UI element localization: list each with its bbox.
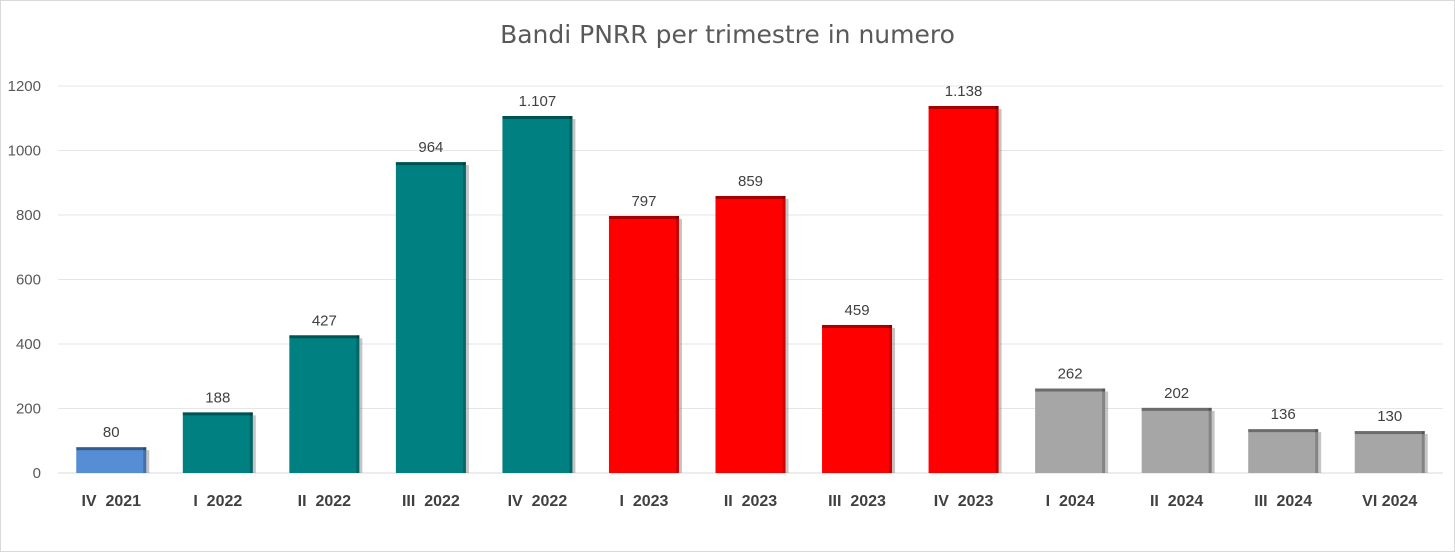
bar-side-edge xyxy=(995,105,999,474)
data-label: 188 xyxy=(205,389,230,406)
y-tick-label: 1000 xyxy=(8,143,41,160)
y-axis: 0 200 400 600 800 1000 1200 xyxy=(8,78,41,482)
bar-top-edge xyxy=(76,447,147,451)
bar-side-edge xyxy=(143,447,147,473)
chart-title: Bandi PNRR per trimestre in numero xyxy=(500,20,955,49)
x-tick-label: VI 2024 xyxy=(1362,493,1417,510)
bar-side-edge xyxy=(889,324,893,473)
data-label: 964 xyxy=(418,139,443,156)
bar-side-edge xyxy=(1315,429,1319,473)
data-label: 427 xyxy=(312,312,337,329)
bar-top-edge xyxy=(502,115,573,119)
y-tick-label: 1200 xyxy=(8,78,41,95)
bar xyxy=(928,105,999,474)
data-labels: 80 188 427 964 1.107 797 859 459 1.138 262 202 136 1… xyxy=(103,83,1402,441)
bar-side-edge xyxy=(462,162,466,474)
bar-side-edge xyxy=(1421,431,1425,473)
bar-top-edge xyxy=(1035,388,1106,392)
data-label: 1.107 xyxy=(519,93,557,110)
bar xyxy=(1248,429,1319,473)
bar xyxy=(76,447,147,473)
x-tick-label: IV 2021 xyxy=(81,493,141,510)
x-axis: IV 2021 I 2022 II 2022 III 2022 IV 2022 I 202… xyxy=(81,493,1417,510)
bar xyxy=(1035,388,1106,473)
x-tick-label: III 2023 xyxy=(828,493,886,510)
bar xyxy=(822,324,893,473)
bar xyxy=(1141,407,1212,473)
x-tick-label: IV 2023 xyxy=(934,493,994,510)
x-tick-label: II 2022 xyxy=(298,493,351,510)
x-tick-label: I 2023 xyxy=(619,493,668,510)
bars xyxy=(76,105,1428,474)
y-tick-label: 600 xyxy=(16,272,41,289)
y-tick-label: 200 xyxy=(16,401,41,418)
bar-top-edge xyxy=(1248,429,1319,433)
data-label: 1.138 xyxy=(945,83,983,100)
bar-side-edge xyxy=(782,195,786,473)
bar-top-edge xyxy=(608,215,679,219)
data-label: 80 xyxy=(103,424,120,441)
bar xyxy=(182,412,253,473)
bar-side-edge xyxy=(569,115,573,474)
x-tick-label: IV 2022 xyxy=(508,493,568,510)
bar-top-edge xyxy=(1141,407,1212,411)
x-tick-label: II 2023 xyxy=(724,493,777,510)
bar-top-edge xyxy=(928,105,999,109)
bar-top-edge xyxy=(289,335,360,339)
x-tick-label: III 2022 xyxy=(402,493,460,510)
data-label: 136 xyxy=(1271,406,1296,423)
y-tick-label: 400 xyxy=(16,336,41,353)
bar xyxy=(715,195,786,473)
bar-top-edge xyxy=(182,412,253,416)
data-label: 459 xyxy=(845,302,870,319)
bar-side-edge xyxy=(356,335,360,473)
bar-top-edge xyxy=(822,324,893,328)
data-label: 797 xyxy=(631,193,656,210)
bar-side-edge xyxy=(675,215,679,473)
bar-top-edge xyxy=(715,195,786,199)
y-tick-label: 800 xyxy=(16,207,41,224)
y-tick-label: 0 xyxy=(33,465,41,482)
bar-side-edge xyxy=(1102,388,1106,473)
bar-top-edge xyxy=(395,162,466,166)
bar-side-edge xyxy=(1208,407,1212,473)
x-tick-label: I 2022 xyxy=(193,493,242,510)
data-label: 202 xyxy=(1164,385,1189,402)
bar xyxy=(608,215,679,473)
x-tick-label: I 2024 xyxy=(1046,493,1095,510)
data-label: 859 xyxy=(738,173,763,190)
x-tick-label: III 2024 xyxy=(1254,493,1312,510)
bar xyxy=(289,335,360,473)
bar xyxy=(502,115,573,474)
bar-top-edge xyxy=(1354,431,1425,435)
bar-side-edge xyxy=(249,412,253,473)
data-label: 262 xyxy=(1058,366,1083,383)
x-tick-label: II 2024 xyxy=(1150,493,1203,510)
bar xyxy=(395,162,466,474)
bar xyxy=(1354,431,1425,473)
data-label: 130 xyxy=(1377,408,1402,425)
